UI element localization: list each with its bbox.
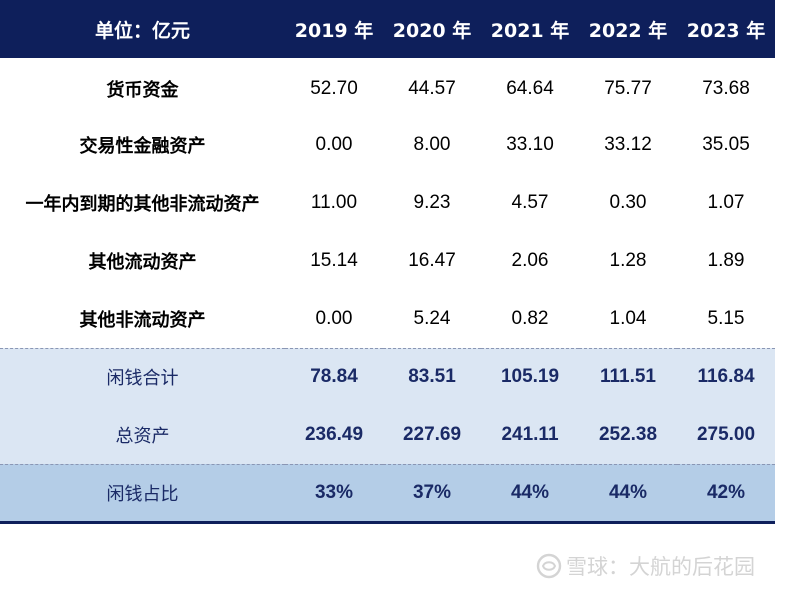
cell-value: 241.11 xyxy=(501,423,559,445)
cell-value: 44% xyxy=(579,463,677,524)
cell-value: 78.84 xyxy=(285,347,383,406)
year-header: 2020 年 xyxy=(392,19,472,42)
cell-value: 0.00 xyxy=(315,307,353,329)
table-header-row: 单位：亿元 2019 年 2020 年 2021 年 2022 年 2023 年 xyxy=(0,0,775,58)
cell-value: 0.30 xyxy=(609,192,647,213)
cell-value: 236.49 xyxy=(304,423,364,445)
table-row: 一年内到期的其他非流动资产 11.00 9.23 4.57 0.30 1.07 xyxy=(0,174,775,232)
table-row: 货币资金 52.70 44.57 64.64 75.77 73.68 xyxy=(0,58,775,116)
row-label: 一年内到期的其他非流动资产 xyxy=(25,194,260,215)
cell-value: 33% xyxy=(285,463,383,524)
cell-value: 37% xyxy=(383,463,481,524)
row-label: 货币资金 xyxy=(106,80,179,101)
cell-value: 252.38 xyxy=(598,423,658,445)
row-label: 闲钱合计 xyxy=(0,347,285,406)
cell-value: 1.28 xyxy=(609,250,647,271)
cell-value: 16.47 xyxy=(408,250,456,271)
cell-value: 15.14 xyxy=(310,250,358,271)
year-header: 2019 年 xyxy=(294,19,374,42)
cell-value: 111.51 xyxy=(579,347,677,406)
cell-value: 0.00 xyxy=(315,134,353,155)
cell-value: 227.69 xyxy=(402,423,462,445)
cell-value: 44% xyxy=(481,463,579,524)
cell-value: 5.24 xyxy=(413,307,451,329)
row-label: 其他流动资产 xyxy=(88,252,197,273)
cell-value: 35.05 xyxy=(702,134,750,155)
watermark-text: 雪球：大航的后花园 xyxy=(566,555,755,579)
year-header: 2022 年 xyxy=(588,19,668,42)
cell-value: 0.82 xyxy=(511,307,549,329)
cell-value: 75.77 xyxy=(604,78,652,99)
cell-value: 73.68 xyxy=(702,78,750,99)
summary-row-idle-cash-total: 闲钱合计 78.84 83.51 105.19 111.51 116.84 xyxy=(0,347,775,406)
cell-value: 8.00 xyxy=(413,134,451,155)
cell-value: 1.04 xyxy=(609,307,647,329)
ratio-row-idle-cash-share: 闲钱占比 33% 37% 44% 44% 42% xyxy=(0,463,775,524)
cell-value: 64.64 xyxy=(506,78,554,99)
data-table-container: 单位：亿元 2019 年 2020 年 2021 年 2022 年 2023 年… xyxy=(0,0,775,524)
idle-cash-table: 单位：亿元 2019 年 2020 年 2021 年 2022 年 2023 年… xyxy=(0,0,775,524)
cell-value: 83.51 xyxy=(383,347,481,406)
cell-value: 9.23 xyxy=(413,192,451,213)
snowball-logo-icon xyxy=(536,553,562,579)
cell-value: 33.12 xyxy=(604,134,652,155)
cell-value: 44.57 xyxy=(408,78,456,99)
cell-value: 52.70 xyxy=(310,78,358,99)
unit-label: 单位：亿元 xyxy=(94,19,190,42)
year-header: 2021 年 xyxy=(490,19,570,42)
cell-value: 1.89 xyxy=(707,250,745,271)
table-row: 其他流动资产 15.14 16.47 2.06 1.28 1.89 xyxy=(0,232,775,290)
summary-row-total-assets: 总资产 236.49 227.69 241.11 252.38 275.00 xyxy=(0,406,775,464)
cell-value: 4.57 xyxy=(511,192,549,213)
table-row: 交易性金融资产 0.00 8.00 33.10 33.12 35.05 xyxy=(0,116,775,174)
table-row: 其他非流动资产 0.00 5.24 0.82 1.04 5.15 xyxy=(0,290,775,348)
cell-value: 116.84 xyxy=(677,347,775,406)
row-label: 总资产 xyxy=(115,425,170,447)
row-label: 交易性金融资产 xyxy=(79,136,206,157)
cell-value: 105.19 xyxy=(481,347,579,406)
cell-value: 5.15 xyxy=(707,307,745,329)
cell-value: 33.10 xyxy=(506,134,554,155)
cell-value: 1.07 xyxy=(707,192,745,213)
cell-value: 275.00 xyxy=(696,423,756,445)
cell-value: 2.06 xyxy=(511,250,549,271)
year-header: 2023 年 xyxy=(686,19,766,42)
cell-value: 42% xyxy=(677,463,775,524)
row-label: 其他非流动资产 xyxy=(79,309,206,331)
row-label: 闲钱占比 xyxy=(0,463,285,524)
cell-value: 11.00 xyxy=(310,192,358,213)
watermark: 雪球：大航的后花园 xyxy=(536,551,755,581)
